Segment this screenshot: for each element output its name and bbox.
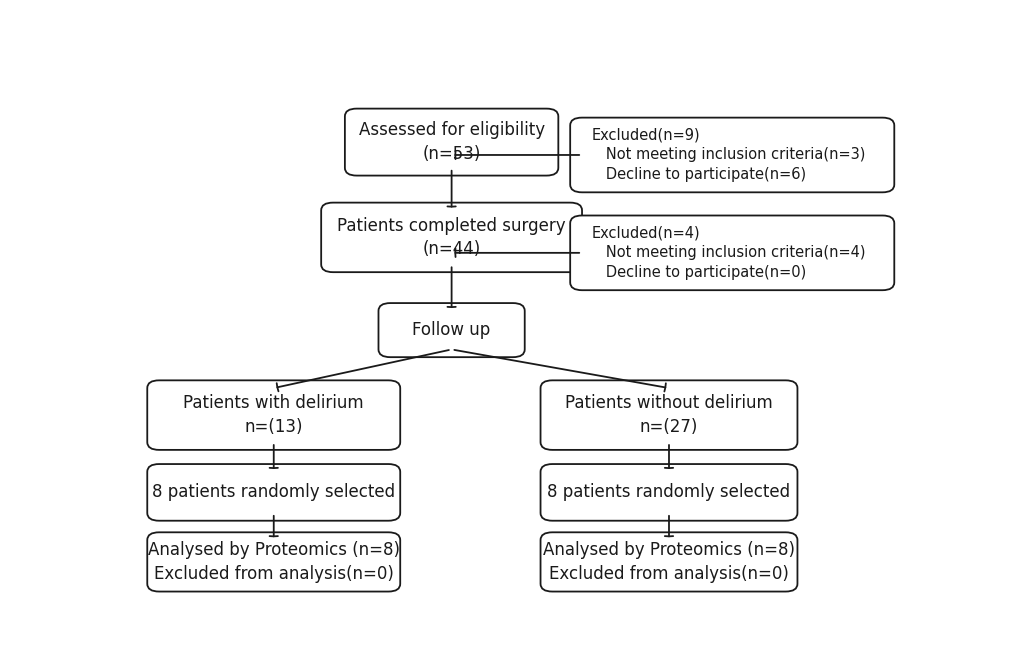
Text: Patients with delirium
n=(13): Patients with delirium n=(13) <box>183 394 364 436</box>
FancyBboxPatch shape <box>540 381 797 450</box>
Text: Follow up: Follow up <box>412 321 490 339</box>
Text: Analysed by Proteomics (n=8)
Excluded from analysis(n=0): Analysed by Proteomics (n=8) Excluded fr… <box>148 541 399 583</box>
Text: Excluded(n=4)
   Not meeting inclusion criteria(n=4)
   Decline to participate(n: Excluded(n=4) Not meeting inclusion crit… <box>591 225 864 280</box>
Text: Patients completed surgery
(n=44): Patients completed surgery (n=44) <box>337 217 566 258</box>
FancyBboxPatch shape <box>540 464 797 520</box>
FancyBboxPatch shape <box>378 303 524 357</box>
FancyBboxPatch shape <box>147 533 399 591</box>
Text: Assessed for eligibility
(n=53): Assessed for eligibility (n=53) <box>359 121 544 163</box>
FancyBboxPatch shape <box>147 464 399 520</box>
Text: 8 patients randomly selected: 8 patients randomly selected <box>152 484 395 501</box>
Text: Excluded(n=9)
   Not meeting inclusion criteria(n=3)
   Decline to participate(n: Excluded(n=9) Not meeting inclusion crit… <box>591 128 864 182</box>
Text: Patients without delirium
n=(27): Patients without delirium n=(27) <box>565 394 772 436</box>
FancyBboxPatch shape <box>321 203 582 272</box>
FancyBboxPatch shape <box>147 381 399 450</box>
FancyBboxPatch shape <box>344 108 557 175</box>
FancyBboxPatch shape <box>570 118 894 192</box>
FancyBboxPatch shape <box>540 533 797 591</box>
Text: 8 patients randomly selected: 8 patients randomly selected <box>547 484 790 501</box>
Text: Analysed by Proteomics (n=8)
Excluded from analysis(n=0): Analysed by Proteomics (n=8) Excluded fr… <box>542 541 794 583</box>
FancyBboxPatch shape <box>570 215 894 290</box>
